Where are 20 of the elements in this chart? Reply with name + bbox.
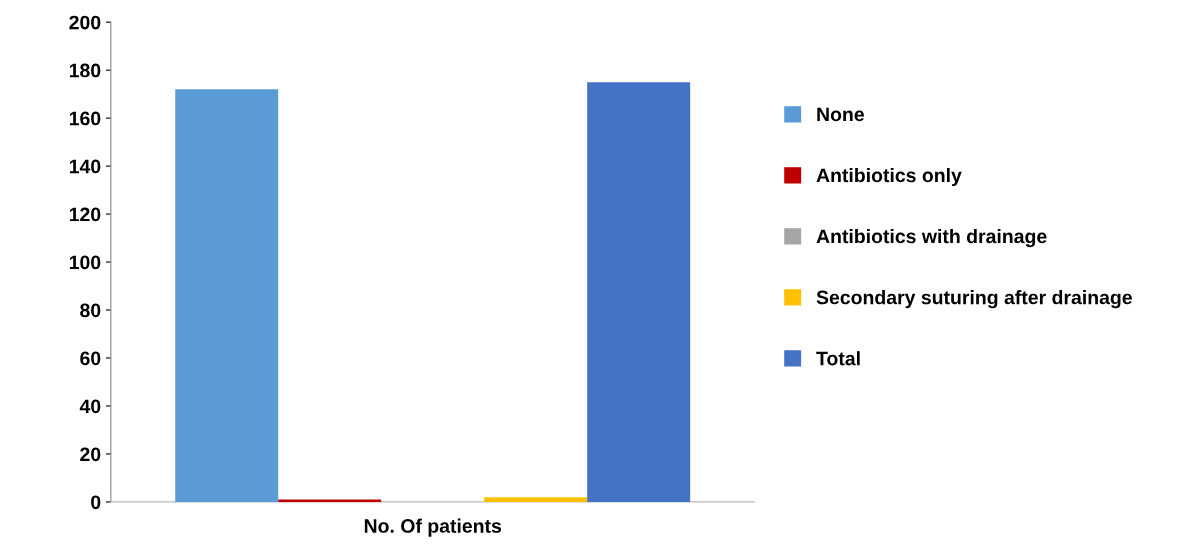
legend-label: Antibiotics only <box>816 167 962 187</box>
y-tick-label: 160 <box>69 111 101 126</box>
bar <box>587 82 691 502</box>
y-tick-label: 80 <box>80 303 101 318</box>
legend-label: None <box>817 107 864 122</box>
y-tick-label: 120 <box>69 207 101 222</box>
y-tick-label: 140 <box>69 159 101 174</box>
y-tick-label: 200 <box>69 15 101 30</box>
legend-label: Antibiotics with drainage <box>816 228 1047 248</box>
y-tick-label: 60 <box>80 351 101 366</box>
bar <box>484 497 588 502</box>
bar <box>175 89 279 502</box>
y-tick-label: 40 <box>79 399 101 414</box>
y-tick-label: 20 <box>80 447 101 462</box>
y-tick-label: 180 <box>69 63 101 78</box>
legend-label: Total <box>816 351 860 366</box>
y-tick-label: 0 <box>91 495 101 510</box>
x-tick-label: No. Of patients <box>364 518 502 537</box>
y-tick-label: 100 <box>69 255 101 270</box>
legend-label: Secondary suturing after drainage <box>816 290 1132 309</box>
